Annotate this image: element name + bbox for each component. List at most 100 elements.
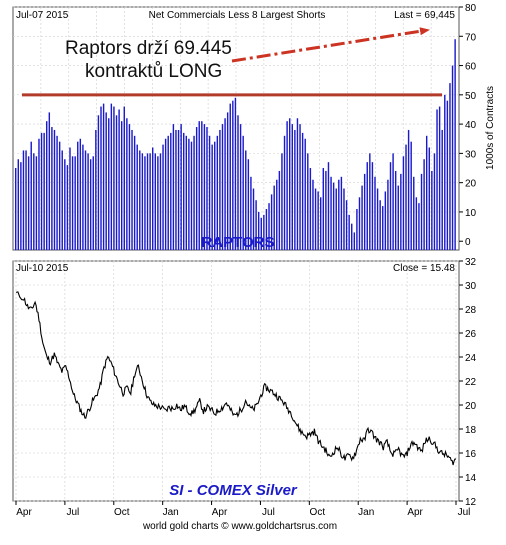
- silver-y-tick-label: 28: [465, 305, 477, 316]
- silver-y-tick-label: 22: [465, 377, 477, 388]
- cot-bar: [407, 129, 410, 250]
- cot-bar: [211, 144, 213, 250]
- silver-x-axis: Apr Jul Oct Jan Apr Jul Oct Jan Apr Jul: [15, 501, 471, 518]
- cot-bar: [239, 124, 242, 250]
- cot-bar: [126, 118, 128, 250]
- cot-bar: [87, 153, 89, 250]
- cot-title: Net Commercials Less 8 Largest Shorts: [149, 10, 326, 21]
- cot-bar: [198, 121, 200, 250]
- cot-bar: [343, 188, 345, 250]
- cot-bar: [139, 150, 141, 250]
- silver-x-tick-label: Jan: [358, 507, 374, 518]
- cot-bar: [423, 159, 425, 250]
- cot-bar: [118, 109, 120, 250]
- annotation-line-1: Raptors drží 69.445: [65, 38, 232, 59]
- cot-bar: [441, 129, 443, 250]
- cot-bar: [92, 156, 94, 250]
- cot-bar: [115, 115, 118, 250]
- cot-y-axis-label: 1000s of Contracts: [485, 86, 496, 170]
- cot-bar: [374, 176, 376, 250]
- cot-bar: [348, 214, 350, 250]
- silver-plot-frame: [12, 260, 460, 502]
- cot-bar: [100, 106, 102, 250]
- silver-y-tick-label: 20: [465, 401, 477, 412]
- cot-bar: [283, 135, 286, 250]
- cot-y-tick-label: 10: [465, 208, 477, 219]
- cot-bar: [229, 103, 231, 250]
- silver-x-tick-label: Jul: [458, 507, 471, 518]
- cot-bar: [330, 176, 332, 250]
- cot-bar: [420, 173, 423, 250]
- cot-bar: [387, 179, 389, 250]
- cot-bar: [33, 153, 35, 250]
- cot-bar: [325, 170, 327, 250]
- cot-bar: [351, 223, 353, 250]
- cot-bar: [444, 94, 446, 250]
- cot-bar: [95, 129, 97, 250]
- cot-bar: [446, 100, 449, 251]
- cot-bar: [183, 132, 185, 250]
- silver-y-tick-label: 24: [465, 353, 477, 364]
- cot-bar: [340, 176, 343, 250]
- silver-y-tick-label: 16: [465, 449, 477, 460]
- cot-bar: [180, 124, 182, 250]
- cot-bar: [203, 124, 206, 250]
- cot-bar: [53, 129, 56, 250]
- cot-bar: [436, 109, 438, 250]
- cot-bar: [320, 197, 322, 250]
- cot-bar: [418, 203, 420, 250]
- silver-y-axis: 12 14 16 18 20 22 24 26 28 30 32: [459, 257, 477, 508]
- cot-bar: [219, 129, 221, 250]
- cot-bar: [335, 188, 337, 250]
- cot-bar: [247, 159, 250, 250]
- cot-bar: [413, 176, 415, 250]
- cot-bar: [402, 156, 405, 250]
- cot-bar: [69, 147, 71, 250]
- cot-bar: [252, 188, 255, 250]
- silver-x-tick-label: Apr: [407, 507, 423, 518]
- cot-bar: [301, 132, 304, 250]
- annotation-arrow: [231, 27, 430, 63]
- cot-y-tick-label: 80: [465, 3, 477, 14]
- cot-bar: [151, 147, 154, 250]
- cot-bar: [58, 141, 61, 250]
- cot-bar: [312, 179, 314, 250]
- cot-bar: [216, 135, 219, 250]
- cot-bar: [141, 153, 144, 250]
- cot-bar: [415, 197, 418, 250]
- cot-bar: [84, 150, 87, 250]
- cot-bar: [451, 65, 454, 250]
- cot-bar: [242, 135, 244, 250]
- cot-bar: [281, 153, 283, 250]
- silver-grid: [13, 260, 459, 502]
- cot-bar: [314, 188, 317, 250]
- cot-bar: [405, 144, 407, 250]
- cot-bar: [136, 144, 138, 250]
- cot-bar: [25, 150, 27, 250]
- silver-y-tick-label: 30: [465, 281, 477, 292]
- cot-bar: [102, 103, 105, 250]
- cot-bar: [356, 209, 358, 250]
- cot-bar: [433, 153, 436, 250]
- cot-bar: [382, 206, 384, 250]
- footer-credit: world gold charts © www.goldchartsrus.co…: [142, 521, 337, 532]
- cot-bar: [371, 162, 374, 250]
- cot-bar: [392, 153, 394, 250]
- cot-bar: [376, 188, 379, 250]
- silver-y-tick-label: 18: [465, 425, 477, 436]
- cot-y-tick-label: 70: [465, 32, 477, 43]
- cot-bar: [394, 170, 397, 250]
- cot-bar: [193, 135, 195, 250]
- cot-y-tick-label: 30: [465, 149, 477, 160]
- cot-bar: [159, 153, 162, 250]
- cot-bar: [286, 121, 288, 250]
- cot-bar: [164, 138, 167, 250]
- cot-bar: [133, 135, 136, 250]
- cot-y-tick-label: 20: [465, 179, 477, 190]
- cot-bar: [43, 132, 45, 250]
- cot-bar: [172, 124, 175, 250]
- cot-bar: [270, 194, 273, 250]
- cot-bar: [167, 135, 169, 250]
- silver-y-tick-label: 12: [465, 497, 477, 508]
- cot-bar: [40, 132, 43, 250]
